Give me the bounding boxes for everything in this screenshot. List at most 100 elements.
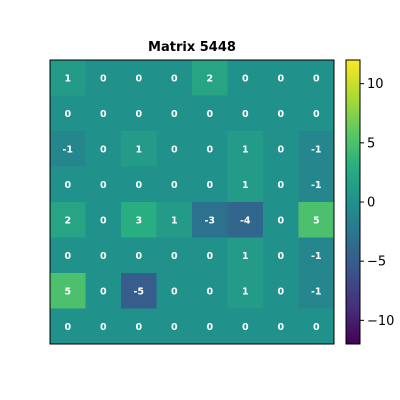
cell-label-r6-c0: 5 <box>64 286 71 297</box>
cell-label-r1-c3: 0 <box>171 109 178 120</box>
cell-label-r4-c1: 0 <box>100 215 107 226</box>
heatmap-cell-r5-c0 <box>50 237 86 274</box>
heatmap-cell-r4-c2 <box>121 202 157 238</box>
cell-label-r1-c7: 0 <box>313 109 320 120</box>
heatmap-cell-r7-c0 <box>50 308 86 345</box>
heatmap-cell-r6-c3 <box>156 273 193 309</box>
cell-label-r0-c4: 2 <box>206 73 213 84</box>
cell-label-r5-c6: 0 <box>277 251 284 262</box>
cell-label-r3-c3: 0 <box>171 180 178 191</box>
cell-label-r0-c5: 0 <box>242 73 249 84</box>
heatmap-cell-r2-c0 <box>50 131 86 167</box>
cell-label-r1-c2: 0 <box>135 109 142 120</box>
cell-label-r5-c1: 0 <box>100 251 107 262</box>
cell-label-r6-c6: 0 <box>277 286 284 297</box>
chart-title: Matrix 5448 <box>148 40 236 55</box>
cell-label-r2-c5: 1 <box>242 144 249 155</box>
cell-label-r2-c7: -1 <box>311 144 322 155</box>
heatmap-cell-r4-c5 <box>227 202 264 238</box>
cell-label-r3-c2: 0 <box>135 180 142 191</box>
heatmap-cell-r0-c2 <box>121 60 157 96</box>
cell-label-r1-c1: 0 <box>100 109 107 120</box>
heatmap-cell-r0-c6 <box>263 60 299 96</box>
heatmap-cell-r6-c2 <box>121 273 157 309</box>
cell-label-r0-c0: 1 <box>64 73 71 84</box>
heatmap-cell-r6-c7 <box>298 273 335 309</box>
cell-label-r6-c7: -1 <box>311 286 322 297</box>
cell-label-r7-c2: 0 <box>135 322 142 333</box>
cell-label-r4-c2: 3 <box>135 215 142 226</box>
heatmap-cell-r4-c0 <box>50 202 86 238</box>
heatmap-cell-r0-c0 <box>50 60 86 96</box>
cell-label-r1-c4: 0 <box>206 109 213 120</box>
heatmap-cell-r1-c3 <box>156 95 193 132</box>
heatmap-cell-r0-c5 <box>227 60 264 96</box>
heatmap-cell-r1-c5 <box>227 95 264 132</box>
heatmap-cell-r2-c5 <box>227 131 264 167</box>
cell-label-r7-c5: 0 <box>242 322 249 333</box>
cell-label-r2-c6: 0 <box>277 144 284 155</box>
cell-label-r5-c3: 0 <box>171 251 178 262</box>
heatmap-cell-r2-c1 <box>85 131 122 167</box>
cell-label-r6-c1: 0 <box>100 286 107 297</box>
heatmap-cell-r1-c4 <box>192 95 228 132</box>
cell-label-r4-c4: -3 <box>204 215 215 226</box>
heatmap-cell-r7-c1 <box>85 308 122 345</box>
heatmap-cell-r5-c4 <box>192 237 228 274</box>
cell-label-r3-c1: 0 <box>100 180 107 191</box>
cell-label-r7-c3: 0 <box>171 322 178 333</box>
heatmap-cell-r7-c5 <box>227 308 264 345</box>
heatmap-cell-r7-c7 <box>298 308 335 345</box>
cell-label-r4-c3: 1 <box>171 215 178 226</box>
heatmap-cell-r4-c4 <box>192 202 228 238</box>
heatmap-cell-r1-c1 <box>85 95 122 132</box>
heatmap-cell-r5-c2 <box>121 237 157 274</box>
heatmap-cell-r1-c7 <box>298 95 335 132</box>
heatmap-cell-r4-c6 <box>263 202 299 238</box>
heatmap-cell-r3-c0 <box>50 166 86 203</box>
cell-label-r4-c5: -4 <box>240 215 251 226</box>
cell-label-r7-c7: 0 <box>313 322 320 333</box>
heatmap-cell-labels: 1 0 0 0 2 0 0 0 0 0 0 0 0 0 0 0 -1 0 1 0 0 1 0 -1 0 0 0 0 0 1 0 -1 2 0 3 1 -… <box>62 73 321 333</box>
cell-label-r3-c4: 0 <box>206 180 213 191</box>
colorbar-tick-label-1: 5 <box>367 136 375 151</box>
heatmap-cell-r4-c3 <box>156 202 193 238</box>
heatmap-cell-r3-c1 <box>85 166 122 203</box>
heatmap-cell-r7-c6 <box>263 308 299 345</box>
cell-label-r1-c6: 0 <box>277 109 284 120</box>
heatmap-cell-r6-c4 <box>192 273 228 309</box>
cell-label-r2-c2: 1 <box>135 144 142 155</box>
heatmap-cell-r6-c5 <box>227 273 264 309</box>
colorbar-ticks: 10 5 0 −5 −10 <box>360 77 394 329</box>
heatmap-cell-r3-c5 <box>227 166 264 203</box>
cell-label-r5-c0: 0 <box>64 251 71 262</box>
cell-label-r0-c2: 0 <box>135 73 142 84</box>
colorbar-tick-label-0: 10 <box>367 77 384 92</box>
heatmap-cell-r2-c2 <box>121 131 157 167</box>
cell-label-r4-c0: 2 <box>64 215 71 226</box>
heatmap-cell-r6-c6 <box>263 273 299 309</box>
cell-label-r1-c0: 0 <box>64 109 71 120</box>
heatmap-cell-r3-c6 <box>263 166 299 203</box>
cell-label-r2-c3: 0 <box>171 144 178 155</box>
heatmap-cell-r2-c3 <box>156 131 193 167</box>
cell-label-r5-c5: 1 <box>242 251 249 262</box>
heatmap-cell-r6-c1 <box>85 273 122 309</box>
cell-label-r2-c1: 0 <box>100 144 107 155</box>
heatmap-cell-r3-c3 <box>156 166 193 203</box>
heatmap-cell-r2-c4 <box>192 131 228 167</box>
heatmap-cell-r5-c1 <box>85 237 122 274</box>
colorbar-tick-label-4: −10 <box>367 314 394 329</box>
heatmap-cell-r5-c3 <box>156 237 193 274</box>
heatmap-cell-r3-c4 <box>192 166 228 203</box>
cell-label-r3-c6: 0 <box>277 180 284 191</box>
cell-label-r3-c7: -1 <box>311 180 322 191</box>
heatmap-cell-r0-c1 <box>85 60 122 96</box>
cell-label-r7-c0: 0 <box>64 322 71 333</box>
cell-label-r0-c1: 0 <box>100 73 107 84</box>
heatmap-cell-r7-c4 <box>192 308 228 345</box>
heatmap-cell-r0-c4 <box>192 60 228 96</box>
cell-label-r1-c5: 0 <box>242 109 249 120</box>
cell-label-r0-c3: 0 <box>171 73 178 84</box>
